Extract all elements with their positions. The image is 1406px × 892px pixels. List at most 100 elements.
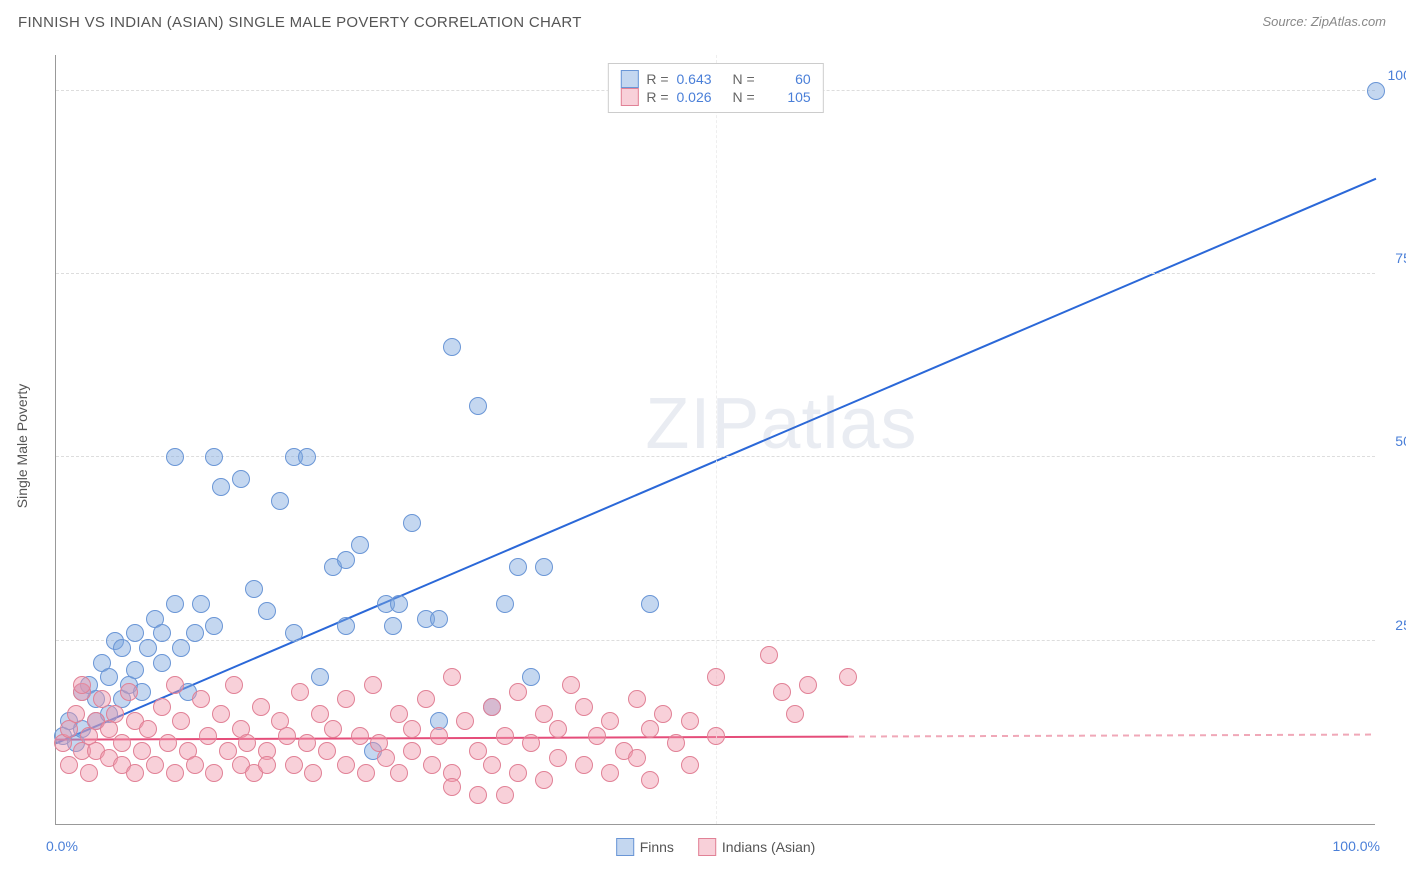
scatter-point-finns	[1367, 82, 1385, 100]
chart-container: FINNISH VS INDIAN (ASIAN) SINGLE MALE PO…	[0, 0, 1406, 892]
trendline-indians-dashed	[848, 735, 1376, 737]
scatter-point-indians	[337, 690, 355, 708]
scatter-point-finns	[337, 617, 355, 635]
source-attribution: Source: ZipAtlas.com	[1262, 14, 1386, 29]
scatter-point-indians	[469, 742, 487, 760]
legend-stat-row-indians: R =0.026N =105	[620, 88, 810, 106]
scatter-point-finns	[535, 558, 553, 576]
scatter-point-indians	[496, 786, 514, 804]
scatter-point-finns	[258, 602, 276, 620]
scatter-point-indians	[357, 764, 375, 782]
scatter-point-indians	[205, 764, 223, 782]
scatter-point-indians	[403, 720, 421, 738]
scatter-point-indians	[839, 668, 857, 686]
scatter-point-indians	[760, 646, 778, 664]
scatter-point-indians	[139, 720, 157, 738]
scatter-point-indians	[601, 764, 619, 782]
y-tick-label: 75.0%	[1395, 250, 1406, 266]
scatter-point-indians	[562, 676, 580, 694]
scatter-point-finns	[153, 654, 171, 672]
scatter-point-indians	[483, 756, 501, 774]
scatter-point-finns	[337, 551, 355, 569]
scatter-point-finns	[172, 639, 190, 657]
scatter-point-indians	[417, 690, 435, 708]
scatter-point-indians	[390, 705, 408, 723]
scatter-point-indians	[298, 734, 316, 752]
scatter-point-indians	[93, 690, 111, 708]
scatter-point-indians	[456, 712, 474, 730]
scatter-point-finns	[126, 661, 144, 679]
scatter-point-indians	[324, 720, 342, 738]
y-tick-label: 50.0%	[1395, 433, 1406, 449]
legend-n-label: N =	[733, 89, 755, 105]
legend-n-value: 105	[763, 89, 811, 105]
legend-correlation: R =0.643N =60R =0.026N =105	[607, 63, 823, 113]
scatter-point-indians	[390, 764, 408, 782]
scatter-point-indians	[707, 668, 725, 686]
scatter-point-finns	[430, 610, 448, 628]
scatter-point-indians	[133, 742, 151, 760]
scatter-point-finns	[509, 558, 527, 576]
scatter-point-indians	[654, 705, 672, 723]
scatter-point-finns	[192, 595, 210, 613]
scatter-point-indians	[496, 727, 514, 745]
scatter-point-indians	[667, 734, 685, 752]
scatter-point-indians	[469, 786, 487, 804]
scatter-point-finns	[153, 624, 171, 642]
legend-r-value: 0.643	[677, 71, 725, 87]
scatter-point-indians	[364, 676, 382, 694]
scatter-point-indians	[225, 676, 243, 694]
legend-n-label: N =	[733, 71, 755, 87]
scatter-point-indians	[575, 698, 593, 716]
scatter-point-indians	[166, 764, 184, 782]
scatter-point-indians	[588, 727, 606, 745]
legend-n-value: 60	[763, 71, 811, 87]
legend-item-finns: Finns	[616, 838, 674, 856]
scatter-point-indians	[199, 727, 217, 745]
scatter-point-indians	[443, 778, 461, 796]
scatter-point-finns	[186, 624, 204, 642]
scatter-point-indians	[212, 705, 230, 723]
legend-swatch-finns	[616, 838, 634, 856]
y-tick-label: 25.0%	[1395, 617, 1406, 633]
scatter-point-finns	[166, 595, 184, 613]
scatter-point-indians	[549, 749, 567, 767]
scatter-point-indians	[73, 676, 91, 694]
scatter-point-indians	[126, 764, 144, 782]
scatter-point-indians	[238, 734, 256, 752]
scatter-point-indians	[186, 756, 204, 774]
scatter-point-indians	[443, 668, 461, 686]
scatter-point-indians	[549, 720, 567, 738]
scatter-point-indians	[509, 764, 527, 782]
scatter-point-indians	[681, 756, 699, 774]
scatter-point-finns	[496, 595, 514, 613]
scatter-point-indians	[159, 734, 177, 752]
scatter-point-indians	[285, 756, 303, 774]
scatter-point-indians	[67, 705, 85, 723]
scatter-point-indians	[377, 749, 395, 767]
scatter-point-indians	[219, 742, 237, 760]
scatter-point-finns	[205, 617, 223, 635]
scatter-point-finns	[205, 448, 223, 466]
scatter-point-indians	[80, 764, 98, 782]
scatter-point-indians	[403, 742, 421, 760]
scatter-point-indians	[575, 756, 593, 774]
scatter-point-finns	[212, 478, 230, 496]
scatter-point-indians	[120, 683, 138, 701]
legend-r-label: R =	[646, 71, 668, 87]
scatter-point-indians	[351, 727, 369, 745]
scatter-point-indians	[304, 764, 322, 782]
scatter-point-finns	[298, 448, 316, 466]
scatter-point-indians	[146, 756, 164, 774]
scatter-point-indians	[337, 756, 355, 774]
scatter-point-indians	[252, 698, 270, 716]
y-axis-label: Single Male Poverty	[14, 384, 30, 509]
scatter-point-indians	[483, 698, 501, 716]
legend-series: Finns Indians (Asian)	[616, 838, 816, 856]
scatter-point-indians	[628, 690, 646, 708]
scatter-point-finns	[403, 514, 421, 532]
legend-label: Indians (Asian)	[722, 839, 815, 855]
scatter-point-finns	[139, 639, 157, 657]
scatter-point-indians	[707, 727, 725, 745]
scatter-point-finns	[100, 668, 118, 686]
